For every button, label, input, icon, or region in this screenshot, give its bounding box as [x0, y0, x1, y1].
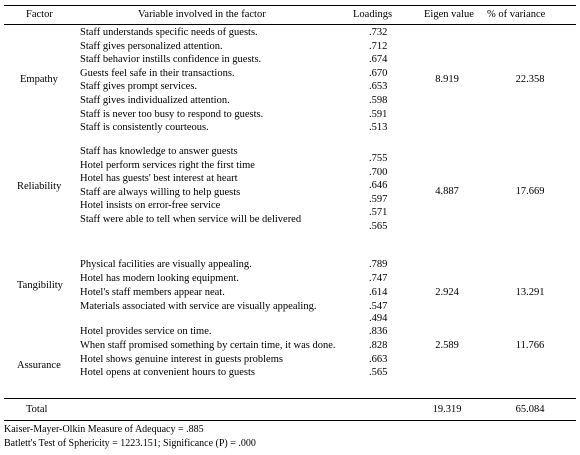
- loading-value: .646: [369, 180, 388, 191]
- eigen-value: 2.589: [435, 340, 459, 351]
- variance-value: 13.291: [515, 287, 545, 298]
- variable-item: Hotel has guests' best interest at heart: [80, 173, 238, 184]
- variable-item: Hotel provides service on time.: [80, 326, 212, 337]
- variable-item: Staff were able to tell when service wil…: [80, 213, 302, 225]
- header-loadings: Loadings: [353, 9, 393, 20]
- total-label: Total: [26, 404, 48, 415]
- eigen-value: 4.887: [435, 186, 459, 197]
- loading-value: .597: [369, 193, 388, 205]
- loading-value: .732: [369, 27, 388, 38]
- variable-item: Staff gives prompt services.: [80, 81, 198, 93]
- header-variable: Variable involved in the factor: [138, 9, 266, 20]
- variable-item: Staff is consistently courteous.: [80, 122, 209, 134]
- loading-value: .565: [369, 220, 388, 232]
- variable-item: Staff is never too busy to respond to gu…: [80, 108, 264, 120]
- header-eigen: Eigen value: [424, 9, 474, 20]
- variable-item: Physical facilities are visually appeali…: [80, 259, 252, 270]
- variable-item: Staff are always willing to help guests: [80, 186, 241, 198]
- variable-item: When staff promised something by certain…: [80, 340, 336, 351]
- bottom-rule: [4, 420, 576, 421]
- variable-item: Hotel insists on error-free service: [80, 200, 221, 211]
- total-variance: 65.084: [515, 404, 545, 415]
- loading-value: .547: [369, 301, 388, 312]
- variable-item: Staff has knowledge to answer guests: [80, 146, 238, 157]
- factor-name: Tangibility: [17, 280, 63, 291]
- bartlett-note: Batlett's Test of Sphericity = 1223.151;…: [4, 438, 256, 449]
- factor-name: Assurance: [17, 360, 61, 371]
- loading-value: .747: [369, 273, 388, 284]
- loading-value: .598: [369, 95, 388, 106]
- variable-item: Hotel shows genuine interest in guests p…: [80, 353, 283, 365]
- variable-item: Staff gives individualized attention.: [80, 95, 230, 106]
- loading-value: .571: [369, 207, 388, 218]
- variable-item: Materials associated with service are vi…: [80, 301, 317, 312]
- variance-value: 22.358: [515, 74, 545, 85]
- variance-value: 17.669: [515, 186, 545, 197]
- variable-item: Staff understands specific needs of gues…: [80, 27, 258, 38]
- header-rule: [4, 24, 576, 25]
- variable-item: Hotel has modern looking equipment.: [80, 273, 239, 284]
- loading-value: .663: [369, 353, 388, 365]
- loading-value: .674: [369, 54, 388, 66]
- loading-value: .700: [369, 166, 388, 178]
- total-top-rule: [4, 398, 576, 399]
- loading-value: .836: [369, 326, 388, 337]
- top-rule: [4, 5, 576, 6]
- eigen-value: 8.919: [435, 74, 459, 85]
- loading-value: .565: [369, 367, 388, 378]
- loading-value: .712: [369, 40, 388, 52]
- header-factor: Factor: [26, 9, 53, 20]
- variable-item: Staff behavior instills confidence in gu…: [80, 54, 262, 66]
- header-variance: % of variance: [487, 9, 546, 20]
- loading-value: .653: [369, 81, 388, 93]
- variable-item: Hotel opens at convenient hours to guest…: [80, 367, 255, 378]
- variable-item: Guests feel safe in their transactions.: [80, 67, 235, 79]
- loading-value: .513: [369, 122, 388, 134]
- variable-item: Hotel perform services right the first t…: [80, 159, 255, 171]
- kmo-note: Kaiser-Mayer-Olkin Measure of Adequacy =…: [4, 424, 204, 435]
- variable-item: Hotel's staff members appear neat.: [80, 287, 225, 298]
- loading-value: .670: [369, 67, 388, 79]
- loading-value: .614: [369, 287, 388, 298]
- loading-value: .494: [369, 313, 388, 324]
- eigen-value: 2.924: [435, 287, 459, 298]
- loading-value: .789: [369, 259, 388, 270]
- total-eigen: 19.319: [432, 404, 462, 415]
- loading-value: .755: [369, 153, 388, 164]
- factor-name: Reliability: [17, 181, 62, 192]
- factor-name: Empathy: [20, 74, 58, 85]
- loading-value: .828: [369, 340, 388, 351]
- loading-value: .591: [369, 108, 388, 120]
- variance-value: 11.766: [515, 340, 545, 351]
- variable-item: Staff gives personalized attention.: [80, 40, 223, 52]
